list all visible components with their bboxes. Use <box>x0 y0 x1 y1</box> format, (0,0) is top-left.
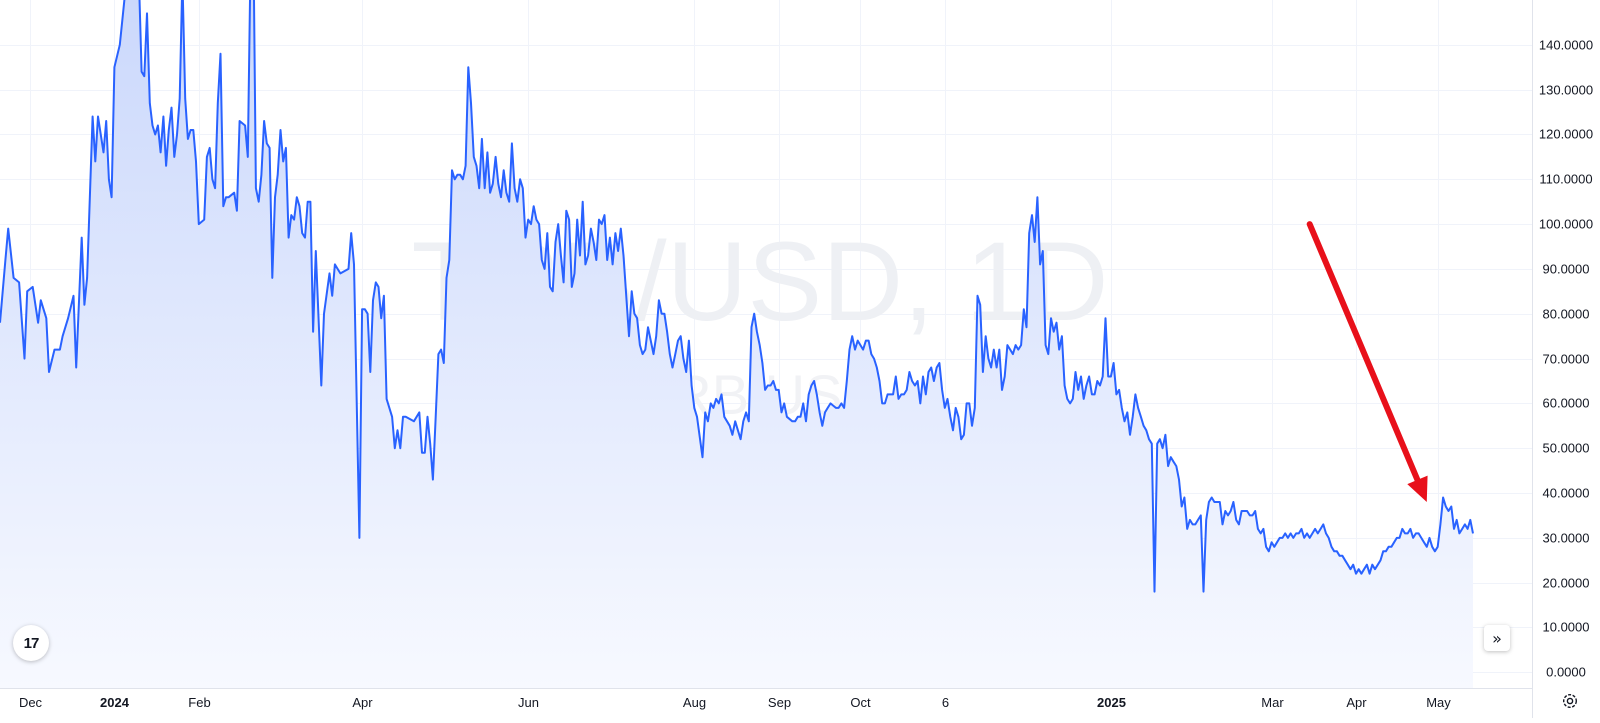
price-tick-label: 110.0000 <box>1539 172 1592 187</box>
price-tick-label: 30.0000 <box>1543 531 1590 546</box>
scroll-to-realtime-button[interactable]: » <box>1484 625 1510 651</box>
price-line <box>0 0 1474 593</box>
price-tick-label: 130.0000 <box>1539 83 1593 98</box>
time-tick-label: Feb <box>188 695 210 710</box>
settings-button[interactable] <box>1559 690 1581 712</box>
price-tick-label: 0.0000 <box>1546 665 1586 680</box>
annotations <box>1306 221 1428 502</box>
price-tick-label: 40.0000 <box>1543 486 1590 501</box>
price-tick-label: 70.0000 <box>1543 352 1590 367</box>
time-tick-label: Aug <box>683 695 706 710</box>
arrow-shaft <box>1306 221 1421 483</box>
time-tick-label: Mar <box>1261 695 1284 710</box>
price-tick-label: 140.0000 <box>1539 38 1593 53</box>
time-tick-label: Jun <box>518 695 539 710</box>
time-tick-label: 2024 <box>100 695 130 710</box>
price-tick-label: 100.0000 <box>1539 217 1593 232</box>
time-tick-label: Apr <box>352 695 373 710</box>
time-tick-label: 6 <box>942 695 949 710</box>
time-axis[interactable]: Dec 2024 Feb Apr Jun Aug Sep Oct 6 2025 Mar Apr May <box>19 695 1451 710</box>
price-tick-label: 20.0000 <box>1543 576 1590 591</box>
price-series <box>0 0 1474 688</box>
price-tick-label: 10.0000 <box>1543 620 1590 635</box>
time-tick-label: Sep <box>768 695 791 710</box>
price-tick-label: 120.0000 <box>1539 127 1593 142</box>
arrow-head <box>1407 475 1428 502</box>
price-tick-label: 80.0000 <box>1543 307 1590 322</box>
price-axis[interactable]: 0.0000 10.0000 20.0000 30.0000 40.0000 50.000… <box>1539 38 1593 680</box>
time-tick-label: Dec <box>19 695 43 710</box>
time-tick-label: Apr <box>1346 695 1367 710</box>
time-tick-label: Oct <box>850 695 871 710</box>
double-chevron-right-icon: » <box>1492 628 1502 648</box>
price-tick-label: 60.0000 <box>1543 396 1590 411</box>
time-tick-label: 2025 <box>1097 695 1126 710</box>
price-area <box>0 0 1473 688</box>
logo-text: 17 <box>23 634 40 652</box>
price-tick-label: 90.0000 <box>1543 262 1590 277</box>
tradingview-logo-icon[interactable]: 17 <box>13 625 49 661</box>
time-tick-label: May <box>1426 695 1451 710</box>
price-tick-label: 50.0000 <box>1543 441 1590 456</box>
gear-icon <box>1562 693 1578 709</box>
